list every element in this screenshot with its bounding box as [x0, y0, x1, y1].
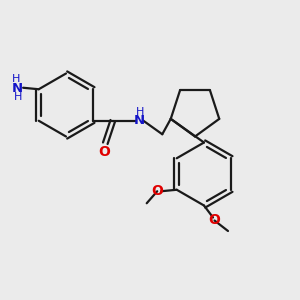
Text: N: N — [12, 82, 23, 95]
Text: O: O — [151, 184, 163, 198]
Text: N: N — [134, 114, 145, 127]
Text: O: O — [99, 145, 111, 159]
Text: H: H — [12, 74, 20, 84]
Text: O: O — [208, 214, 220, 227]
Text: H: H — [136, 107, 145, 117]
Text: H: H — [14, 92, 22, 102]
